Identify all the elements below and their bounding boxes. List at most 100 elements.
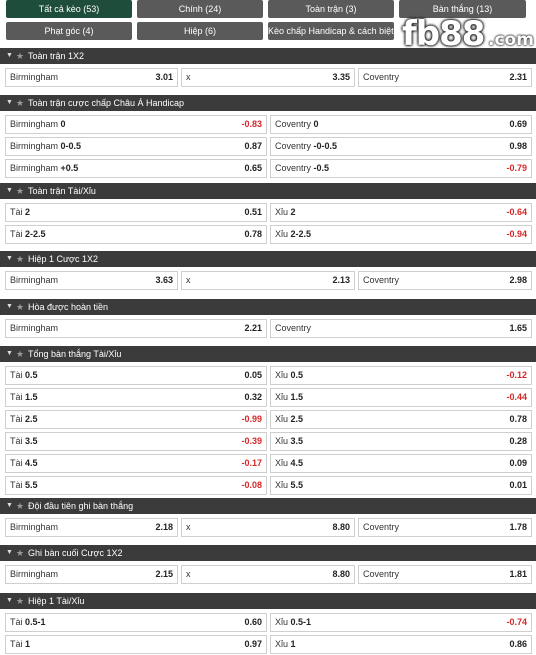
odds-cell[interactable]: Tài 3.5 -0.39 [5,432,267,451]
handicap-line: 1.5 [25,392,38,402]
odds-cell[interactable]: Tài 0.5 0.05 [5,366,267,385]
favorite-star-icon[interactable]: ★ [16,51,25,61]
odds-cell[interactable]: Tài 2.5 -0.99 [5,410,267,429]
selection-label: Birmingham [10,69,58,86]
odds-cell[interactable]: Birmingham 2.21 [5,319,267,338]
odds-row: Tài 1.5 0.32 Xỉu 1.5 -0.44 [0,388,536,407]
collapse-triangle-icon[interactable]: ▼ [6,187,13,194]
odds-cell[interactable]: Xỉu 5.5 0.01 [270,476,532,495]
odds-row: Tài 1 0.97 Xỉu 1 0.86 [0,635,536,654]
odds-cell[interactable]: Birmingham 0 -0.83 [5,115,267,134]
odds-cell[interactable]: Birmingham 2.15 [5,565,178,584]
tab-goals[interactable]: Bàn thắng (13) [399,0,526,18]
section-header[interactable]: ▼ ★ Hiệp 1 Cược 1X2 [0,251,536,267]
odds-cell[interactable]: Birmingham 3.01 [5,68,178,87]
favorite-star-icon[interactable]: ★ [16,501,25,511]
odds-cell[interactable]: Xỉu 1 0.86 [270,635,532,654]
odds-cell[interactable]: Tài 4.5 -0.17 [5,454,267,473]
tab-all-markets[interactable]: Tất cả kèo (53) [6,0,132,18]
odds-cell[interactable]: Coventry -0.5 -0.79 [270,159,532,178]
section-header[interactable]: ▼ ★ Toàn trận cược chấp Châu Á Handicap [0,95,536,111]
selection-name: x [186,72,191,82]
section-title: Toàn trận cược chấp Châu Á Handicap [28,98,185,108]
tab-corners[interactable]: Phạt góc (4) [6,22,132,40]
odds-cell[interactable]: Xỉu 3.5 0.28 [270,432,532,451]
odds-cell[interactable]: Tài 1.5 0.32 [5,388,267,407]
odds-cell[interactable]: Coventry 2.98 [358,271,532,290]
odds-cell[interactable]: Tài 1 0.97 [5,635,267,654]
odds-cell[interactable]: Xỉu 2.5 0.78 [270,410,532,429]
handicap-line: 0.5 [25,370,38,380]
logo-suffix: .com [488,30,534,50]
collapse-triangle-icon[interactable]: ▼ [6,255,13,262]
odds-cell[interactable]: Birmingham +0.5 0.65 [5,159,267,178]
selection-name: Birmingham [10,72,59,82]
odds-cell[interactable]: Coventry -0-0.5 0.98 [270,137,532,156]
favorite-star-icon[interactable]: ★ [16,302,25,312]
handicap-line: 4.5 [25,458,38,468]
odds-cell[interactable]: Tài 2 0.51 [5,203,267,222]
handicap-line: 1.5 [290,392,304,402]
favorite-star-icon[interactable]: ★ [16,98,25,108]
tab-full-match[interactable]: Toàn trận (3) [268,0,394,18]
tab-halves[interactable]: Hiệp (6) [137,22,263,40]
odds-cell[interactable]: x 8.80 [181,518,355,537]
tab-main[interactable]: Chính (24) [137,0,263,18]
odds-cell[interactable]: Coventry 2.31 [358,68,532,87]
odds-value: 1.65 [509,323,527,333]
selection-name: Tài [10,207,23,217]
odds-cell[interactable]: Birmingham 3.63 [5,271,178,290]
odds-cell[interactable]: Xỉu 1.5 -0.44 [270,388,532,407]
favorite-star-icon[interactable]: ★ [16,349,25,359]
collapse-triangle-icon[interactable]: ▼ [6,350,13,357]
odds-value: 0.51 [244,207,262,217]
odds-cell[interactable]: Tài 5.5 -0.08 [5,476,267,495]
odds-cell[interactable]: x 2.13 [181,271,355,290]
odds-row: Birmingham 3.01 x 3.35 Coventry 2.31 [0,68,536,87]
odds-cell[interactable]: Coventry 1.65 [270,319,532,338]
section-header[interactable]: ▼ ★ Toàn trận Tài/Xỉu [0,183,536,199]
section-header[interactable]: ▼ ★ Tổng bàn thắng Tài/Xỉu [0,346,536,362]
odds-cell[interactable]: Birmingham 0-0.5 0.87 [5,137,267,156]
odds-cell[interactable]: Birmingham 2.18 [5,518,178,537]
selection-label: Tài 2.5 [10,411,38,428]
selection-label: Xỉu 4.5 [275,455,303,472]
collapse-triangle-icon[interactable]: ▼ [6,303,13,310]
odds-cell[interactable]: Xỉu 0.5-1 -0.74 [270,613,532,632]
section-header[interactable]: ▼ ★ Hiệp 1 Tài/Xỉu [0,593,536,609]
favorite-star-icon[interactable]: ★ [16,186,25,196]
collapse-triangle-icon[interactable]: ▼ [6,502,13,509]
favorite-star-icon[interactable]: ★ [16,254,25,264]
section-header[interactable]: ▼ ★ Hòa được hoàn tiền [0,299,536,315]
section-header[interactable]: ▼ ★ Ghi bàn cuối Cược 1X2 [0,545,536,561]
odds-row: Tài 2-2.5 0.78 Xỉu 2-2.5 -0.94 [0,225,536,244]
selection-name: Xỉu [275,370,289,380]
odds-cell[interactable]: Coventry 0 0.69 [270,115,532,134]
odds-cell[interactable]: Xỉu 0.5 -0.12 [270,366,532,385]
odds-cell[interactable]: Xỉu 2-2.5 -0.94 [270,225,532,244]
odds-cell[interactable]: Tài 2-2.5 0.78 [5,225,267,244]
favorite-star-icon[interactable]: ★ [16,596,25,606]
odds-cell[interactable]: Xỉu 2 -0.64 [270,203,532,222]
selection-name: Tài [10,370,23,380]
favorite-star-icon[interactable]: ★ [16,548,25,558]
odds-cell[interactable]: Xỉu 4.5 0.09 [270,454,532,473]
selection-label: Xỉu 1.5 [275,389,303,406]
section-header[interactable]: ▼ ★ Toàn trận 1X2 [0,48,536,64]
collapse-triangle-icon[interactable]: ▼ [6,99,13,106]
tab-handicap-margin[interactable]: Kèo chấp Handicap & cách biệt (3) [268,22,394,40]
collapse-triangle-icon[interactable]: ▼ [6,549,13,556]
selection-label: Xỉu 2-2.5 [275,226,311,243]
odds-value: 0.09 [509,458,527,468]
odds-cell[interactable]: Coventry 1.81 [358,565,532,584]
odds-cell[interactable]: x 8.80 [181,565,355,584]
collapse-triangle-icon[interactable]: ▼ [6,597,13,604]
collapse-triangle-icon[interactable]: ▼ [6,52,13,59]
selection-label: Tài 5.5 [10,477,38,494]
odds-value: 0.98 [509,141,527,151]
odds-cell[interactable]: Tài 0.5-1 0.60 [5,613,267,632]
section-header[interactable]: ▼ ★ Đội đầu tiên ghi bàn thắng [0,498,536,514]
odds-cell[interactable]: Coventry 1.78 [358,518,532,537]
odds-cell[interactable]: x 3.35 [181,68,355,87]
handicap-line: 2 [290,207,296,217]
